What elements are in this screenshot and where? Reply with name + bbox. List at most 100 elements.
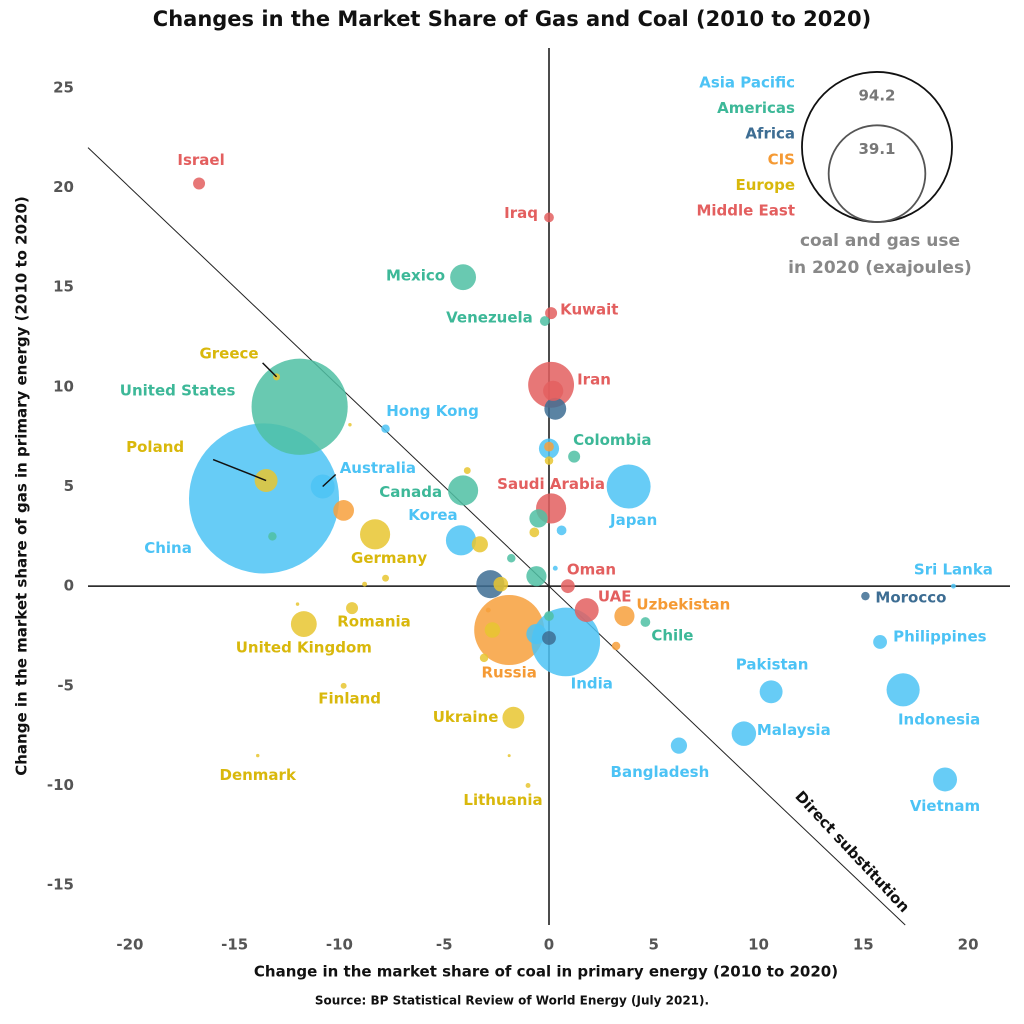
bubble — [346, 602, 359, 615]
bubble — [188, 423, 340, 574]
legend-entry: CIS — [768, 150, 795, 168]
bubble — [544, 397, 567, 420]
size-legend-circle — [827, 124, 927, 223]
point-label: Denmark — [220, 766, 297, 784]
bubble — [448, 475, 479, 506]
y-tick-label: 0 — [64, 577, 74, 595]
source: Source: BP Statistical Review of World E… — [315, 994, 709, 1008]
bubble — [873, 635, 887, 649]
bubble — [525, 783, 531, 788]
point-label: Germany — [351, 549, 427, 567]
point-label: Hong Kong — [386, 402, 479, 420]
bubble — [295, 602, 300, 606]
bubble — [544, 212, 554, 223]
point-label: Israel — [177, 151, 224, 169]
point-label: Finland — [318, 689, 381, 707]
size-legend-title: coal and gas use — [800, 231, 960, 251]
point-label: Greece — [199, 344, 258, 362]
bubble — [543, 380, 564, 401]
bubble — [290, 611, 317, 637]
y-tick-label: 10 — [53, 377, 74, 395]
bubble — [529, 527, 540, 538]
bubble — [340, 682, 347, 689]
point-label: Vietnam — [910, 797, 980, 815]
y-tick-label: 25 — [53, 78, 74, 96]
y-tick-label: 20 — [53, 178, 74, 196]
point-label: Malaysia — [757, 721, 831, 739]
bubble — [526, 566, 547, 587]
point-label: Sri Lanka — [914, 561, 993, 579]
substitution-line — [87, 147, 906, 926]
chart-title: Changes in the Market Share of Gas and C… — [153, 7, 871, 31]
bubble — [950, 583, 956, 589]
point-label: Romania — [337, 613, 411, 631]
bubble — [445, 525, 477, 556]
bubble — [268, 532, 277, 541]
point-label: Australia — [340, 459, 416, 477]
bubble — [759, 680, 783, 704]
point-label: Uzbekistan — [636, 596, 730, 614]
bubble — [614, 605, 635, 627]
bubble — [471, 536, 488, 553]
y-tick-label: 5 — [64, 477, 74, 495]
point-label: India — [571, 674, 613, 692]
bubble — [381, 424, 390, 433]
size-legend-value: 39.1 — [858, 140, 895, 158]
bubble — [552, 565, 558, 571]
y-axis-title: Change in the market share of gas in pri… — [13, 196, 31, 776]
bubble — [348, 422, 352, 427]
point-label: Ukraine — [433, 708, 499, 726]
bubble — [526, 623, 547, 645]
x-tick-label: -15 — [221, 936, 248, 954]
bubble — [485, 607, 491, 613]
bubble — [493, 576, 509, 592]
point-label: Philippines — [893, 627, 987, 645]
bubble — [333, 500, 355, 521]
x-tick-label: 0 — [544, 936, 554, 954]
bubble — [886, 673, 920, 707]
x-tick-label: -10 — [326, 936, 353, 954]
point-label: Mexico — [386, 267, 445, 285]
bubble — [640, 617, 651, 627]
x-tick-label: 10 — [748, 936, 769, 954]
bubble — [542, 631, 556, 645]
point-label: Oman — [567, 561, 616, 579]
bubble — [560, 579, 575, 594]
point-label: United States — [120, 381, 236, 399]
point-label: Poland — [126, 438, 184, 456]
point-label: Saudi Arabia — [497, 475, 605, 493]
bubble — [933, 767, 958, 792]
bubble — [474, 595, 545, 666]
point-label: Colombia — [573, 431, 651, 449]
bubble — [556, 525, 567, 536]
bubble — [545, 307, 558, 320]
bubble — [544, 441, 554, 452]
bubble — [574, 598, 599, 623]
bubble — [731, 721, 757, 746]
point-label: China — [144, 539, 192, 557]
leader-line — [212, 458, 267, 482]
legend-entry: Europe — [735, 176, 795, 194]
bubble — [568, 450, 581, 463]
leader-line — [322, 473, 337, 488]
bubble — [476, 570, 505, 599]
bubble — [382, 574, 390, 582]
y-tick-label: 15 — [53, 278, 74, 296]
point-label: Chile — [651, 627, 693, 645]
x-tick-label: 15 — [853, 936, 874, 954]
point-label: Japan — [609, 511, 657, 529]
point-label: UAE — [598, 588, 632, 606]
bubble — [256, 753, 260, 758]
x-tick-label: -5 — [436, 936, 453, 954]
size-legend-value: 94.2 — [858, 86, 895, 104]
point-label: Iraq — [504, 204, 538, 222]
bubble — [531, 607, 601, 677]
point-label: Kuwait — [560, 301, 618, 319]
bubble — [544, 611, 554, 621]
y-tick-label: -15 — [47, 876, 74, 894]
legend-entry: Middle East — [696, 202, 795, 220]
legend-entry: Africa — [745, 125, 795, 143]
point-label: Bangladesh — [611, 763, 710, 781]
